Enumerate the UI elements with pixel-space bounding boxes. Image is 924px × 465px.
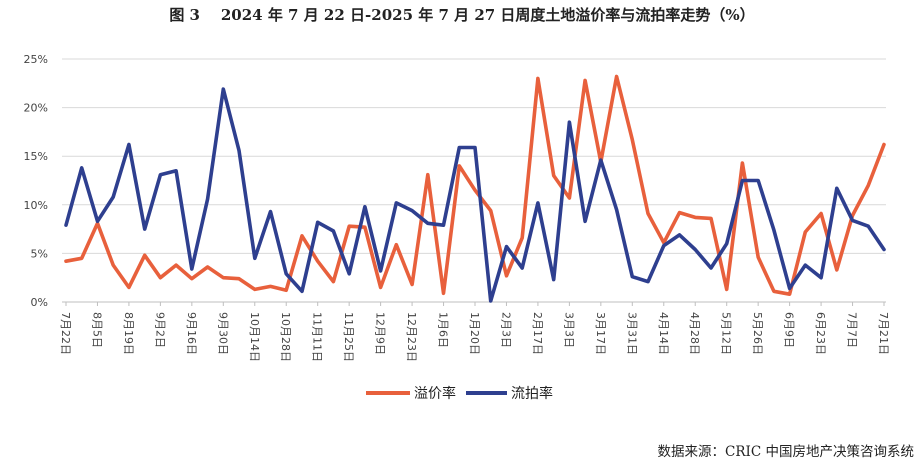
series-line-unsold [64,87,886,303]
series-lines [64,74,886,303]
x-tick-label: 6月23日 [814,312,827,355]
chart-title: 图 3 2024 年 7 月 22 日-2025 年 7 月 27 日周度土地溢… [169,6,755,24]
y-axis-ticks: 0% 5% 10% 15% 20% 25% [24,53,48,309]
x-tick-label: 5月26日 [751,312,764,355]
x-tick-label: 8月5日 [90,312,103,348]
x-tick-label: 7月21日 [877,312,890,355]
x-tick-label: 1月20日 [468,312,481,355]
x-tick-label: 12月9日 [374,312,387,355]
source-note: 数据来源：CRIC 中国房地产决策咨询系统 [657,444,914,460]
x-tick-label: 7月22日 [59,312,72,355]
x-tick-label: 6月9日 [783,312,796,348]
y-tick-label: 15% [24,150,48,163]
x-tick-label: 5月12日 [720,312,733,355]
y-tick-label: 10% [24,199,48,212]
x-tick-label: 8月19日 [122,312,135,355]
y-tick-label: 0% [31,296,48,309]
x-tick-label: 12月23日 [405,312,418,362]
x-tick-label: 9月16日 [185,312,198,355]
y-tick-label: 20% [24,102,48,115]
x-axis-ticks: 7月22日 8月5日 8月19日 9月2日 9月16日 9月30日 10月14日 10月28日… [59,302,890,362]
x-tick-label: 11月25日 [342,312,355,362]
legend-label-unsold: 流拍率 [511,385,553,402]
x-tick-label: 2月17日 [531,312,544,355]
x-tick-label: 9月30日 [216,312,229,355]
y-tick-label: 25% [24,53,48,66]
y-tick-label: 5% [31,247,48,260]
x-tick-label: 9月2日 [153,312,166,348]
x-tick-label: 4月28日 [688,312,701,355]
x-tick-label: 11月11日 [311,312,324,362]
x-tick-label: 3月31日 [625,312,638,355]
legend: 溢价率 流拍率 [366,385,553,402]
x-tick-label: 1月6日 [437,312,450,348]
x-tick-label: 2月3日 [499,312,512,348]
x-tick-label: 4月14日 [657,312,670,355]
series-line-premium [64,74,886,297]
x-tick-label: 10月28日 [279,312,292,362]
x-tick-label: 3月3日 [562,312,575,348]
x-tick-label: 10月14日 [248,312,261,362]
x-tick-label: 7月7日 [846,312,859,348]
x-tick-label: 3月17日 [594,312,607,355]
legend-label-premium: 溢价率 [414,385,456,402]
